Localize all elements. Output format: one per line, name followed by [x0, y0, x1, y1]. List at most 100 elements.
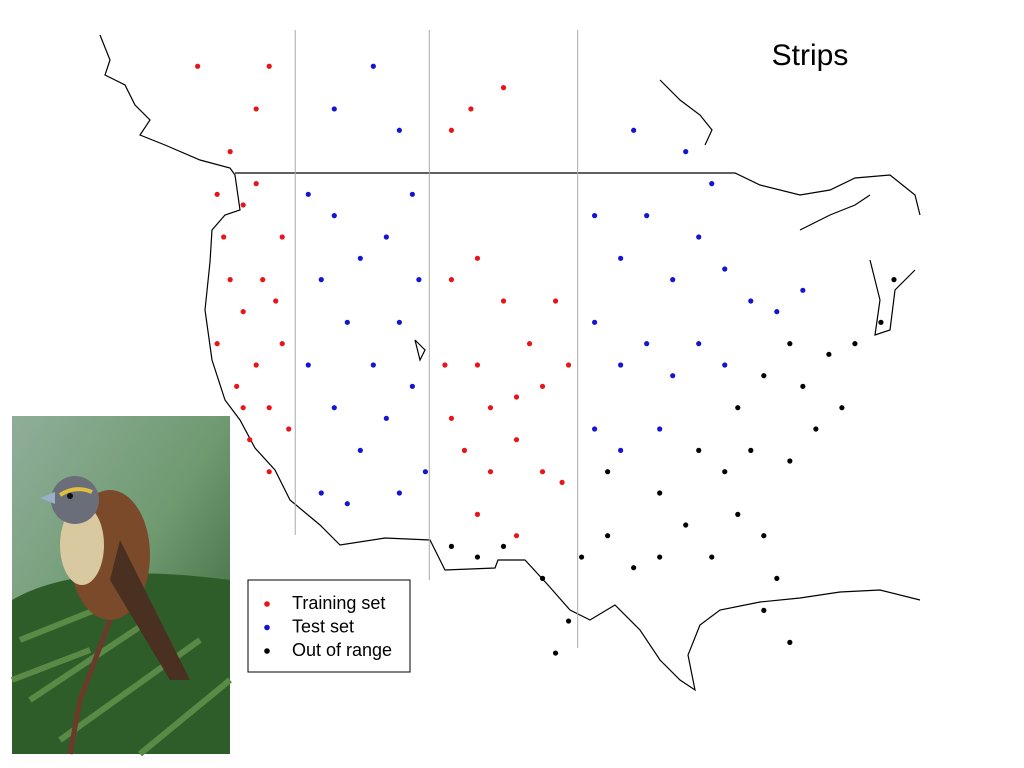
data-point: [839, 405, 845, 411]
data-point: [344, 501, 350, 507]
data-point: [253, 106, 259, 112]
map-outline: [99, 34, 921, 692]
data-point: [696, 341, 702, 347]
data-point: [552, 298, 559, 304]
data-point: [709, 554, 715, 560]
data-point: [891, 277, 897, 283]
data-point: [670, 373, 676, 379]
data-point: [657, 554, 663, 560]
data-point: [735, 405, 741, 411]
data-point: [644, 213, 650, 219]
data-point: [318, 277, 324, 283]
data-point: [748, 447, 754, 453]
data-point: [331, 405, 337, 411]
data-point: [722, 469, 728, 475]
data-point: [416, 277, 422, 283]
data-point: [448, 277, 455, 283]
data-point: [370, 362, 376, 368]
data-point: [331, 213, 337, 219]
data-point: [474, 255, 481, 261]
data-point: [565, 618, 572, 624]
data-point: [787, 639, 793, 645]
data-point: [266, 63, 272, 69]
bird-photo: [10, 416, 232, 757]
data-point: [696, 447, 702, 453]
data-point: [592, 319, 598, 325]
data-point: [559, 479, 565, 485]
data-point: [279, 341, 285, 347]
data-point: [195, 63, 201, 69]
data-point: [396, 490, 402, 496]
data-point: [618, 447, 624, 453]
data-point: [683, 149, 689, 155]
data-point: [761, 533, 767, 539]
data-point: [592, 426, 598, 432]
data-point: [422, 469, 428, 475]
data-point: [683, 522, 689, 528]
data-point: [487, 469, 494, 475]
data-point: [539, 383, 546, 389]
data-point: [442, 362, 448, 368]
data-point: [735, 511, 741, 517]
data-point: [748, 298, 754, 304]
data-point: [774, 575, 780, 581]
data-point: [592, 213, 598, 219]
data-point: [331, 106, 337, 112]
data-point: [253, 181, 259, 187]
data-point: [474, 362, 481, 368]
data-point: [826, 351, 832, 357]
data-point: [696, 234, 702, 240]
data-point: [227, 277, 233, 283]
data-point: [565, 362, 572, 368]
data-point: [787, 458, 793, 464]
data-point: [409, 191, 415, 197]
data-point: [761, 373, 767, 379]
data-point: [234, 383, 240, 389]
data-point: [722, 266, 728, 272]
data-point: [513, 394, 520, 400]
data-point: [409, 383, 415, 389]
data-point: [618, 362, 624, 368]
data-point: [305, 191, 311, 197]
legend-marker: [264, 624, 270, 631]
data-point: [240, 309, 246, 315]
data-point: [578, 554, 585, 560]
data-point: [279, 234, 285, 240]
data-point: [539, 469, 546, 475]
data-point: [605, 533, 611, 539]
data-point: [526, 341, 533, 347]
data-point: [240, 405, 246, 411]
data-point: [383, 415, 389, 421]
data-point: [221, 234, 227, 240]
data-point: [357, 255, 363, 261]
data-point: [657, 426, 663, 432]
data-point: [539, 575, 546, 581]
legend-label: Out of range: [292, 640, 392, 660]
data-point: [396, 127, 402, 133]
data-point: [878, 319, 884, 325]
data-point: [670, 277, 676, 283]
data-point: [474, 511, 481, 517]
data-point: [474, 554, 481, 560]
legend-label: Test set: [292, 616, 354, 636]
data-point: [448, 127, 455, 133]
data-point: [657, 490, 663, 496]
data-point: [260, 277, 266, 283]
data-point: [813, 426, 819, 432]
data-point: [253, 362, 259, 368]
legend-label: Training set: [292, 593, 385, 613]
data-point: [774, 309, 780, 315]
legend-marker: [264, 648, 270, 654]
data-point: [448, 415, 455, 421]
data-point: [605, 469, 611, 475]
data-point: [644, 341, 650, 347]
data-point: [214, 341, 220, 347]
data-point: [852, 341, 858, 347]
data-point: [266, 405, 272, 411]
data-point: [487, 405, 494, 411]
data-point: [357, 447, 363, 453]
data-point: [500, 298, 507, 304]
title: Strips: [772, 39, 849, 72]
